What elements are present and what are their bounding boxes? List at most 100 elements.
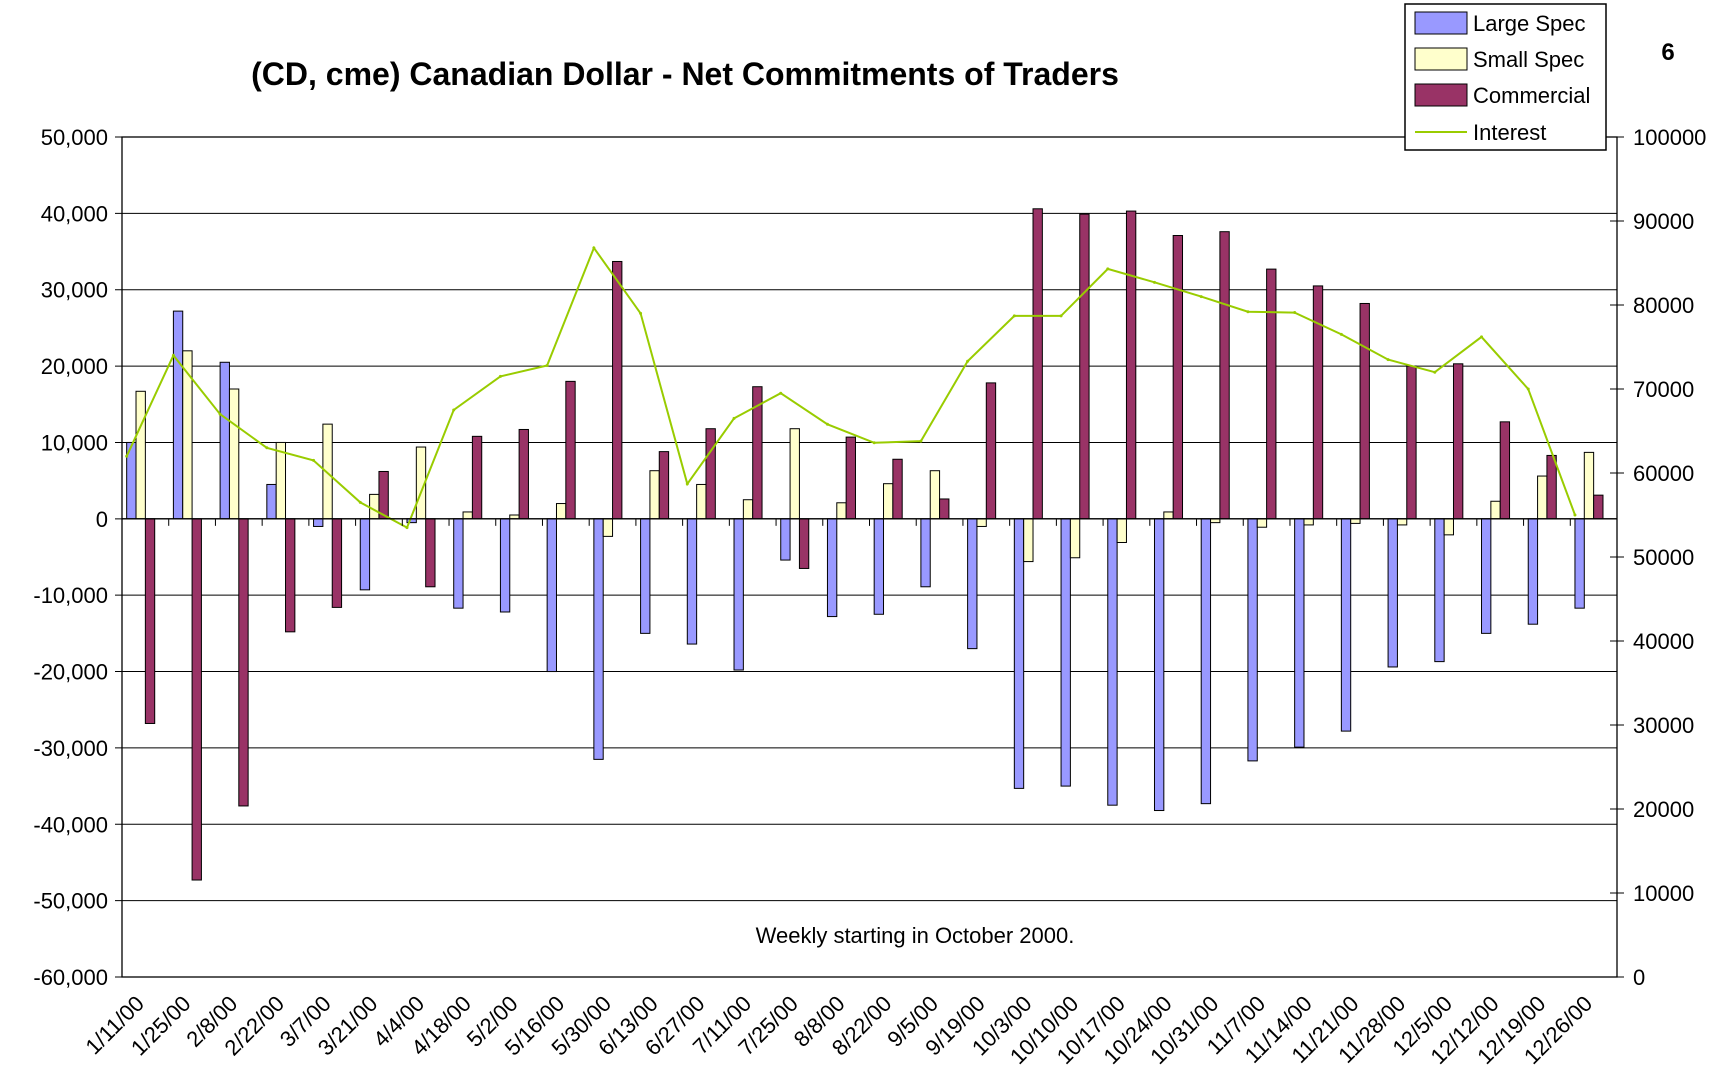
bar-small-spec: [649, 470, 660, 520]
bar-small-spec: [135, 390, 146, 520]
bar-commercial: [1266, 268, 1277, 520]
bar-commercial: [1079, 213, 1090, 520]
bar-small-spec: [929, 470, 941, 520]
y2-tick-label: 20000: [1633, 797, 1694, 822]
bar-large-spec: [1294, 518, 1305, 748]
bar-small-spec: [976, 518, 987, 527]
bar-commercial: [658, 451, 670, 520]
bar-large-spec: [172, 310, 184, 520]
interest-point: [1106, 267, 1110, 271]
y-tick-label: -60,000: [33, 965, 108, 990]
interest-point: [1246, 310, 1250, 314]
bar-commercial: [144, 518, 156, 724]
interest-point: [1573, 513, 1577, 517]
interest-point: [1059, 314, 1063, 318]
y2-tick-label: 80000: [1633, 293, 1694, 318]
y2-tick-label: 50000: [1633, 545, 1694, 570]
bar-small-spec: [1443, 518, 1454, 536]
interest-line-series: [125, 245, 1577, 530]
bar-large-spec: [1153, 518, 1165, 812]
interest-point: [1199, 295, 1203, 299]
interest-point: [919, 439, 923, 443]
chart-annotation: Weekly starting in October 2000.: [756, 923, 1075, 948]
bar-small-spec: [1583, 451, 1595, 520]
interest-point: [218, 412, 222, 416]
y-tick-label: -20,000: [33, 660, 108, 685]
interest-point: [405, 526, 409, 530]
bar-small-spec: [1537, 475, 1548, 520]
bar-small-spec: [1350, 518, 1361, 524]
legend: Large Spec Small Spec Commercial Interes…: [1404, 3, 1607, 151]
legend-label-small-spec: Small Spec: [1473, 47, 1584, 72]
bar-commercial: [1312, 285, 1324, 520]
interest-point: [545, 363, 549, 367]
y-tick-label: 30,000: [41, 278, 108, 303]
bar-large-spec: [1247, 518, 1258, 762]
bar-small-spec: [1256, 518, 1268, 528]
bar-small-spec: [322, 423, 333, 520]
interest-point: [452, 408, 456, 412]
bar-large-spec: [453, 518, 464, 609]
y-tick-label: 40,000: [41, 201, 108, 226]
bar-commercial: [191, 518, 202, 881]
bar-large-spec: [266, 483, 277, 520]
legend-label-large-spec: Large Spec: [1473, 11, 1586, 36]
interest-point: [171, 353, 175, 357]
bar-small-spec: [462, 511, 473, 520]
bar-large-spec: [826, 518, 838, 618]
bar-small-spec: [555, 503, 567, 520]
bar-commercial: [1452, 363, 1464, 520]
y2-tick-label: 10000: [1633, 881, 1694, 906]
bar-large-spec: [593, 518, 604, 760]
y2-tick-label: 70000: [1633, 377, 1694, 402]
bar-commercial: [425, 518, 436, 588]
bar-large-spec: [1200, 518, 1212, 805]
bar-large-spec: [967, 518, 978, 650]
bar-commercial: [1499, 421, 1511, 520]
bar-commercial: [518, 428, 529, 520]
bar-small-spec: [1396, 518, 1408, 526]
interest-line: [125, 245, 1576, 530]
interest-point: [779, 391, 783, 395]
bar-large-spec: [1387, 518, 1398, 668]
bar-commercial: [705, 428, 716, 520]
interest-point: [639, 311, 643, 315]
interest-point: [1526, 387, 1530, 391]
interest-point: [358, 500, 362, 504]
bar-commercial: [378, 470, 389, 520]
interest-point: [592, 246, 596, 250]
page-number: 6: [1661, 39, 1674, 66]
interest-point: [498, 374, 502, 378]
bar-commercial: [1359, 302, 1370, 520]
bar-large-spec: [640, 518, 651, 634]
y2-tick-label: 30000: [1633, 713, 1694, 738]
interest-point: [1433, 370, 1437, 374]
y2-tick-label: 100000: [1633, 125, 1706, 150]
left-axis-ticks: 50,000 40,000 30,000 20,000 10,000 0 -10,000 -2…: [33, 125, 108, 990]
y-tick-label: -50,000: [33, 889, 108, 914]
bar-large-spec: [359, 518, 371, 591]
interest-point: [1293, 311, 1297, 315]
bar-small-spec: [369, 493, 380, 520]
interest-point: [125, 454, 129, 458]
bar-small-spec: [742, 499, 754, 520]
bar-small-spec: [275, 441, 287, 520]
y-tick-label: 20,000: [41, 354, 108, 379]
bar-large-spec: [780, 518, 791, 561]
bar-small-spec: [1116, 518, 1127, 543]
bar-large-spec: [1340, 518, 1352, 732]
bar-commercial: [845, 436, 856, 520]
bar-large-spec: [1434, 518, 1445, 663]
bar-large-spec: [219, 361, 230, 520]
legend-swatch-commercial: [1414, 83, 1468, 107]
legend-swatch-large-spec: [1414, 11, 1468, 35]
bar-large-spec: [686, 518, 698, 645]
y2-tick-label: 0: [1633, 965, 1645, 990]
bar-commercial: [1125, 210, 1137, 520]
y2-tick-label: 40000: [1633, 629, 1694, 654]
bar-large-spec: [1107, 518, 1118, 806]
bar-commercial: [1546, 454, 1557, 520]
bar-commercial: [565, 380, 576, 520]
interest-point: [265, 446, 269, 450]
